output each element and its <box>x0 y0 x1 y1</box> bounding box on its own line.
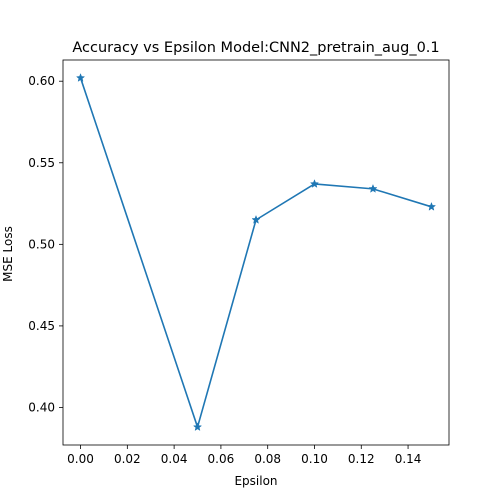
plot-area <box>62 59 450 446</box>
y-tick-label: 0.45 <box>28 319 55 333</box>
x-tick-label: 0.00 <box>67 452 94 466</box>
data-point <box>309 179 320 188</box>
x-axis: 0.00 0.02 0.04 0.06 0.08 0.10 0.12 0.14 <box>67 445 421 466</box>
series-line <box>79 77 432 428</box>
y-tick-label: 0.50 <box>28 237 55 251</box>
x-tick-label: 0.06 <box>208 452 235 466</box>
series-layer <box>75 73 437 432</box>
data-point <box>75 73 86 82</box>
x-tick-label: 0.08 <box>254 452 281 466</box>
x-tick-label: 0.14 <box>395 452 422 466</box>
y-tick-label: 0.60 <box>28 74 55 88</box>
y-tick-label: 0.40 <box>28 400 55 414</box>
y-axis-title: MSE Loss <box>1 226 15 282</box>
data-point <box>251 214 261 224</box>
plot-frame <box>62 59 450 446</box>
x-tick-label: 0.04 <box>161 452 188 466</box>
x-tick-label: 0.12 <box>348 452 375 466</box>
x-axis-title: Epsilon <box>234 474 277 488</box>
x-tick-label: 0.10 <box>301 452 328 466</box>
x-tick-label: 0.02 <box>114 452 141 466</box>
data-point <box>192 422 203 432</box>
chart-title: Accuracy vs Epsilon Model:CNN2_pretrain_… <box>72 40 439 56</box>
data-point <box>426 201 437 211</box>
data-point <box>368 183 378 193</box>
y-tick-label: 0.55 <box>28 156 55 170</box>
y-axis: 0.40 0.45 0.50 0.55 0.60 <box>28 74 63 414</box>
